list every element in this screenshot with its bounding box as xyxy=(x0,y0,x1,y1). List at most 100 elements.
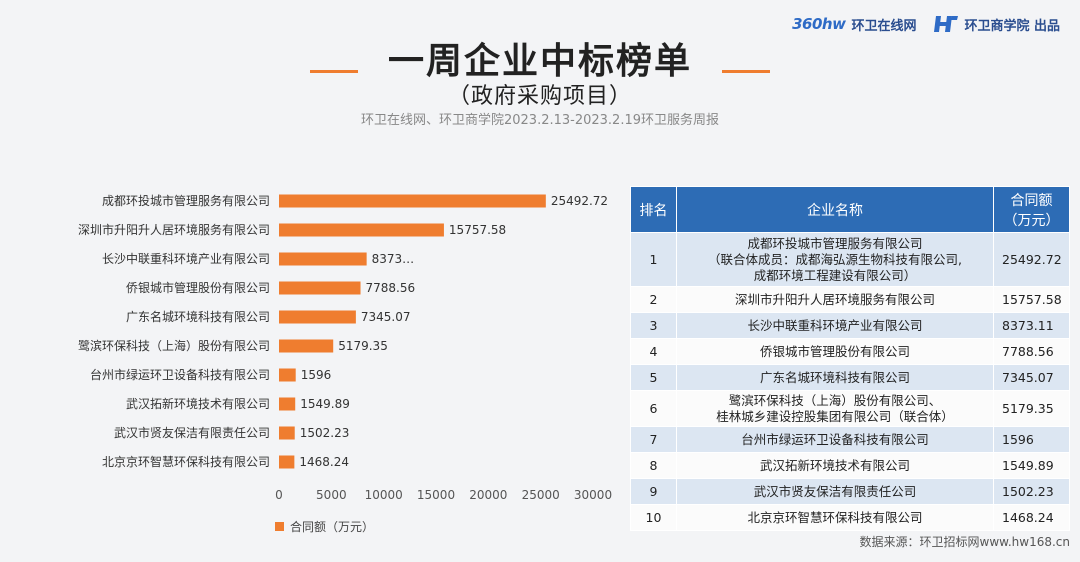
cell-rank: 6 xyxy=(630,390,677,427)
col-header-amount-l1: 合同额 xyxy=(1010,192,1053,209)
x-tick-label: 0 xyxy=(275,488,283,502)
category-label: 深圳市升阳升人居环境服务有限公司 xyxy=(78,222,270,237)
table-row: 8 武汉拓新环境技术有限公司 1549.89 xyxy=(630,452,1070,479)
bar xyxy=(279,194,546,208)
cell-company-name: 成都环投城市管理服务有限公司 （联合体成员：成都海弘源生物科技有限公司, 成都环境工… xyxy=(676,232,994,287)
company-name-line: 长沙中联重科环境产业有限公司 xyxy=(747,317,923,333)
bar xyxy=(279,310,356,324)
company-name-line: 北京京环智慧环保科技有限公司 xyxy=(747,509,923,525)
page-title: 一周企业中标榜单 xyxy=(387,41,692,82)
x-tick-label: 5000 xyxy=(316,488,347,502)
col-header-rank: 排名 xyxy=(630,186,677,233)
company-name-line: 武汉市贤友保洁有限责任公司 xyxy=(753,483,917,499)
bar-value-label: 1502.23 xyxy=(300,426,350,440)
company-name-line: 鹭滨环保科技（上海）股份有限公司、 xyxy=(728,392,942,408)
cell-company-name: 台州市绿运环卫设备科技有限公司 xyxy=(676,426,994,453)
cell-company-name: 侨银城市管理股份有限公司 xyxy=(676,338,994,365)
cell-rank: 8 xyxy=(630,452,677,479)
bar xyxy=(279,397,296,411)
ranking-table: 排名 企业名称 合同额 （万元） 1 成都环投城市管理服务有限公司 （联合体成员：成… xyxy=(630,186,1070,531)
title-row: 一周企业中标榜单 xyxy=(0,32,1080,84)
title-deco-right xyxy=(722,69,770,73)
legend-label: 合同额（万元） xyxy=(290,520,375,534)
bar-value-label: 15757.58 xyxy=(449,223,506,237)
category-label: 长沙中联重科环境产业有限公司 xyxy=(102,251,270,266)
bar-value-label: 1468.24 xyxy=(299,455,349,469)
bar xyxy=(279,252,367,266)
table-row: 10 北京京环智慧环保科技有限公司 1468.24 xyxy=(630,504,1070,531)
bar-value-label: 1596 xyxy=(301,368,332,382)
chart-legend: 合同额（万元） xyxy=(275,518,374,535)
category-label: 武汉市贤友保洁有限责任公司 xyxy=(114,425,270,440)
cell-amount: 1502.23 xyxy=(993,478,1070,505)
bar xyxy=(279,339,334,353)
cell-rank: 5 xyxy=(630,364,677,391)
site-logo: 360hw xyxy=(792,15,846,33)
cell-rank: 2 xyxy=(630,286,677,313)
brand-bar: 360hw 环卫在线网 环卫商学院 出品 xyxy=(792,14,1060,34)
cell-amount: 15757.58 xyxy=(993,286,1070,313)
cell-company-name: 武汉市贤友保洁有限责任公司 xyxy=(676,478,994,505)
table-row: 5 广东名城环境科技有限公司 7345.07 xyxy=(630,364,1070,391)
report-source-line: 环卫在线网、环卫商学院2023.2.13-2023.2.19环卫服务周报 xyxy=(360,113,719,128)
table-header-row: 排名 企业名称 合同额 （万元） xyxy=(630,186,1070,233)
cell-rank: 1 xyxy=(630,232,677,287)
category-label: 成都环投城市管理服务有限公司 xyxy=(102,193,270,208)
company-name-line: 广东名城环境科技有限公司 xyxy=(759,369,910,385)
company-name-line: 成都环境工程建设有限公司） xyxy=(753,267,917,283)
bar xyxy=(279,368,296,382)
cell-rank: 3 xyxy=(630,312,677,339)
table-row: 2 深圳市升阳升人居环境服务有限公司 15757.58 xyxy=(630,286,1070,313)
bar-chart: 成都环投城市管理服务有限公司 25492.72 深圳市升阳升人居环境服务有限公司 15… xyxy=(78,193,612,502)
x-tick-label: 25000 xyxy=(522,488,560,502)
ranking-table-wrap: 排名 企业名称 合同额 （万元） 1 成都环投城市管理服务有限公司 （联合体成员：成… xyxy=(630,186,1070,531)
company-name-line: 台州市绿运环卫设备科技有限公司 xyxy=(741,431,929,447)
company-name-line: 桂林城乡建设控股集团有限公司（联合体） xyxy=(716,408,954,424)
page-subtitle: （政府采购项目） xyxy=(447,84,632,109)
cell-company-name: 深圳市升阳升人居环境服务有限公司 xyxy=(676,286,994,313)
category-label: 鹭滨环保科技（上海）股份有限公司 xyxy=(78,338,270,353)
bar-value-label: 7788.56 xyxy=(366,281,416,295)
category-label: 广东名城环境科技有限公司 xyxy=(126,309,270,324)
brand-org: 环卫商学院 出品 xyxy=(934,14,1060,34)
cell-rank: 7 xyxy=(630,426,677,453)
cell-amount: 1468.24 xyxy=(993,504,1070,531)
table-row: 7 台州市绿运环卫设备科技有限公司 1596 xyxy=(630,426,1070,453)
table-row: 6 鹭滨环保科技（上海）股份有限公司、 桂林城乡建设控股集团有限公司（联合体） 517… xyxy=(630,390,1070,427)
bar xyxy=(279,223,444,237)
hw-logo-icon xyxy=(934,16,959,32)
col-header-name: 企业名称 xyxy=(676,186,994,233)
site-label: 环卫在线网 xyxy=(851,18,917,34)
bar-value-label: 5179.35 xyxy=(338,339,388,353)
cell-company-name: 鹭滨环保科技（上海）股份有限公司、 桂林城乡建设控股集团有限公司（联合体） xyxy=(676,390,994,427)
cell-amount: 8373.11 xyxy=(993,312,1070,339)
cell-company-name: 广东名城环境科技有限公司 xyxy=(676,364,994,391)
col-header-amount-l2: （万元） xyxy=(1003,212,1060,229)
cell-amount: 25492.72 xyxy=(993,232,1070,287)
table-row: 3 长沙中联重科环境产业有限公司 8373.11 xyxy=(630,312,1070,339)
bar xyxy=(279,455,295,469)
cell-amount: 5179.35 xyxy=(993,390,1070,427)
company-name-line: 侨银城市管理股份有限公司 xyxy=(759,343,910,359)
category-label: 侨银城市管理股份有限公司 xyxy=(126,280,270,295)
cell-rank: 10 xyxy=(630,504,677,531)
company-name-line: 深圳市升阳升人居环境服务有限公司 xyxy=(734,291,935,307)
x-tick-label: 10000 xyxy=(365,488,403,502)
company-name-line: 武汉拓新环境技术有限公司 xyxy=(759,457,910,473)
bar xyxy=(279,281,361,295)
cell-rank: 4 xyxy=(630,338,677,365)
x-tick-label: 20000 xyxy=(469,488,507,502)
x-tick-label: 30000 xyxy=(574,488,612,502)
title-deco-left xyxy=(309,69,358,73)
company-name-line: 成都环投城市管理服务有限公司 xyxy=(747,235,923,251)
bar-value-label: 25492.72 xyxy=(551,194,608,208)
cell-amount: 7788.56 xyxy=(993,338,1070,365)
bar-value-label: 8373… xyxy=(372,252,415,266)
col-header-amount: 合同额 （万元） xyxy=(993,186,1070,233)
category-label: 北京京环智慧环保科技有限公司 xyxy=(102,454,270,469)
brand-site: 360hw 环卫在线网 xyxy=(792,15,916,34)
category-label: 武汉拓新环境技术有限公司 xyxy=(126,396,270,411)
category-label: 台州市绿运环卫设备科技有限公司 xyxy=(90,367,270,382)
table-row: 1 成都环投城市管理服务有限公司 （联合体成员：成都海弘源生物科技有限公司, 成都环境… xyxy=(630,232,1070,287)
cell-company-name: 长沙中联重科环境产业有限公司 xyxy=(676,312,994,339)
